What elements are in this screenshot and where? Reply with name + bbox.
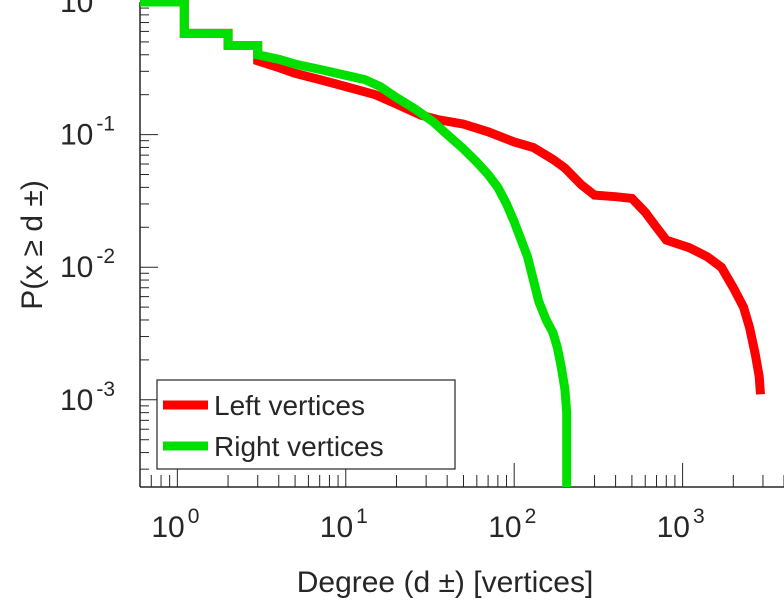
x-axis-tick-labels: 10 0 10 1 10 2 10 3	[151, 505, 704, 544]
legend-box	[156, 379, 456, 470]
x-tick-label: 10 1	[320, 505, 368, 544]
series-layer	[140, 0, 765, 487]
x-tick-label: 10 0	[151, 505, 199, 544]
x-tick-label: 10 2	[488, 505, 536, 544]
y-tick-label: 10 -1	[60, 113, 115, 152]
y-tick-label: 10 -2	[60, 245, 115, 284]
series-right-vertices	[140, 0, 572, 487]
series-left-vertices	[140, 0, 765, 395]
y-tick-label: 10 -3	[60, 378, 115, 417]
y-tick-label: 100	[60, 0, 108, 19]
y-axis-label: P(x ≥ d ±)	[16, 180, 49, 310]
y-axis-ticks	[140, 1, 158, 470]
y-axis-tick-labels: 100 10-1 10-2 10-3	[60, 0, 115, 417]
legend-label-right-vertices: Right vertices	[214, 431, 384, 462]
x-axis-label: Degree (d ±) [vertices]	[297, 566, 594, 599]
legend: Left vertices Right vertices	[156, 379, 456, 470]
x-tick-label: 10 3	[657, 505, 705, 544]
legend-label-left-vertices: Left vertices	[214, 390, 365, 421]
